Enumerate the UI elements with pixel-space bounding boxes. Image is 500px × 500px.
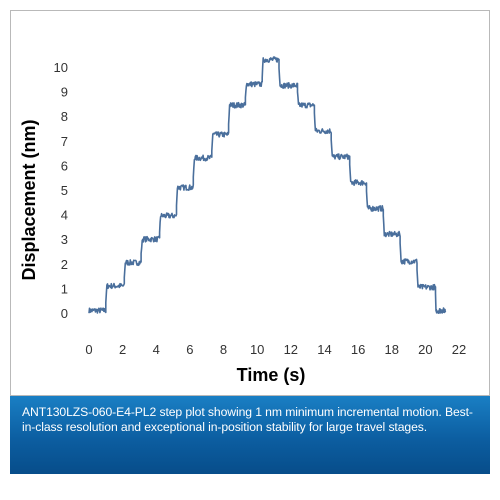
y-tick-label: 0 — [61, 306, 68, 321]
x-tick-label: 20 — [418, 342, 432, 357]
y-tick-label: 4 — [61, 208, 68, 223]
caption-text: ANT130LZS-060-E4-PL2 step plot showing 1… — [22, 405, 473, 434]
figure-caption: ANT130LZS-060-E4-PL2 step plot showing 1… — [10, 396, 490, 474]
y-tick-label: 1 — [61, 281, 68, 296]
chart-frame: 0 1 2 3 4 5 6 7 8 9 10 0 2 4 6 8 10 12 14 16 18 20 22 Time (s… — [10, 10, 490, 396]
y-tick-labels: 0 1 2 3 4 5 6 7 8 9 10 — [54, 60, 68, 321]
x-tick-label: 14 — [317, 342, 331, 357]
y-tick-label: 10 — [54, 60, 68, 75]
y-tick-label: 6 — [61, 158, 68, 173]
y-tick-label: 2 — [61, 257, 68, 272]
displacement-series-line — [88, 56, 447, 314]
x-tick-label: 0 — [85, 342, 92, 357]
x-tick-label: 4 — [153, 342, 160, 357]
y-tick-label: 7 — [61, 134, 68, 149]
series-layer — [88, 56, 447, 314]
x-tick-labels: 0 2 4 6 8 10 12 14 16 18 20 22 — [85, 342, 466, 357]
y-axis-title: Displacement (nm) — [19, 119, 39, 280]
y-tick-label: 9 — [61, 85, 68, 100]
x-tick-label: 2 — [119, 342, 126, 357]
x-axis-title: Time (s) — [237, 365, 306, 385]
y-tick-label: 3 — [61, 232, 68, 247]
x-tick-label: 22 — [452, 342, 466, 357]
x-tick-label: 12 — [284, 342, 298, 357]
y-tick-label: 8 — [61, 109, 68, 124]
x-tick-label: 6 — [186, 342, 193, 357]
y-tick-label: 5 — [61, 183, 68, 198]
x-tick-label: 8 — [220, 342, 227, 357]
x-tick-label: 16 — [351, 342, 365, 357]
x-tick-label: 18 — [384, 342, 398, 357]
x-tick-label: 10 — [250, 342, 264, 357]
